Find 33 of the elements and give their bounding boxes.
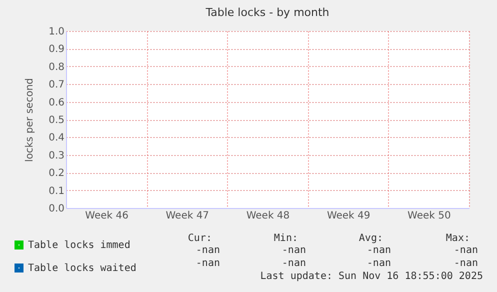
x-tick-label: Week 50: [408, 210, 451, 222]
x-tick-label: Week 46: [85, 210, 128, 222]
text: Min:: [274, 233, 298, 244]
text: -nan: [282, 245, 306, 256]
text: -nan: [196, 245, 220, 256]
text: Last update: Sun Nov 16 18:55:00 2025: [260, 271, 483, 282]
x-tick-label: Week 49: [326, 210, 370, 222]
legend-label: Table locks waited: [28, 263, 136, 274]
text: Max:: [446, 233, 470, 244]
legend-label: Table locks immed: [28, 240, 130, 251]
x-tick-label: Week 48: [246, 210, 290, 222]
text: -nan: [366, 258, 391, 269]
text: -nan: [196, 258, 220, 269]
text: -nan: [454, 245, 478, 256]
y-tick-label: 0.2: [48, 168, 64, 180]
chart-title: Table locks - by month: [204, 6, 330, 19]
y-tick-label: 0.3: [48, 150, 64, 162]
y-tick-label: 0.9: [48, 44, 64, 56]
y-tick-label: 0.6: [48, 97, 64, 108]
y-tick-label: 0.7: [48, 80, 64, 91]
y-tick-label: 0.0: [48, 204, 64, 214]
text: Cur:: [188, 233, 212, 244]
y-tick-label: 0.5: [48, 115, 64, 126]
y-tick-label: 0.1: [48, 186, 64, 197]
text: -nan: [366, 245, 391, 256]
x-tick-label: Week 47: [166, 210, 210, 222]
text: -nan: [454, 258, 478, 269]
y-tick-label: 0.4: [48, 132, 64, 144]
text: -nan: [282, 258, 306, 269]
text: Avg:: [358, 233, 383, 244]
y-axis-title: locks per second: [24, 78, 36, 162]
y-tick-label: 1.0: [48, 26, 64, 38]
y-tick-label: 0.8: [48, 62, 64, 73]
